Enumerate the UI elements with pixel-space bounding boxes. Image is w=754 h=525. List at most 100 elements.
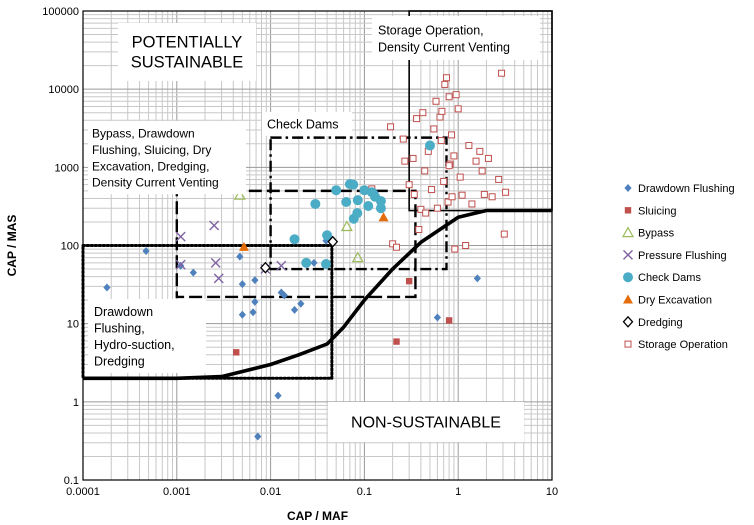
marker-x-stroke <box>623 249 633 260</box>
data-point <box>465 142 473 150</box>
data-point <box>500 230 508 238</box>
data-point <box>238 241 249 251</box>
annotation-drawdown: Drawdown Flushing, Hydro-suction, Dredging <box>88 299 206 373</box>
legend-item: Check Dams <box>623 272 701 284</box>
data-point <box>472 157 480 165</box>
data-point <box>340 220 353 232</box>
y-tick-label: 10 <box>67 319 79 331</box>
region-annotations: POTENTIALLY SUSTAINABLE Storage Operation,… <box>88 16 540 442</box>
data-point <box>175 259 186 270</box>
data-point <box>142 247 150 256</box>
legend-label: Pressure Flushing <box>638 250 727 262</box>
x-tick-label: 0.0001 <box>66 486 100 498</box>
data-point <box>351 251 364 263</box>
legend: Drawdown Flushing Sluicing Bypass Pressure … <box>621 183 735 351</box>
legend-marker <box>624 340 632 348</box>
annotation-text: Bypass, Drawdown <box>92 127 195 141</box>
data-point <box>458 191 466 199</box>
data-point <box>290 305 299 314</box>
data-point <box>280 291 288 300</box>
data-point <box>437 137 445 145</box>
legend-item: Pressure Flushing <box>623 249 727 262</box>
y-tick-label: 0.1 <box>64 475 79 487</box>
data-point <box>436 113 444 121</box>
data-point <box>276 260 287 271</box>
data-point <box>480 190 488 198</box>
marker-x-stroke <box>209 220 220 231</box>
legend-marker <box>624 207 632 214</box>
data-point <box>424 140 435 151</box>
annotation-text: Flushing, <box>94 321 145 335</box>
data-point <box>451 245 459 253</box>
data-point <box>433 313 441 322</box>
annotation-box <box>328 402 524 442</box>
data-point <box>440 177 448 185</box>
legend-label: Dry Excavation <box>638 295 712 307</box>
data-point <box>348 179 359 190</box>
data-point <box>445 162 453 170</box>
marker-x-stroke <box>175 259 186 270</box>
legend-label: Check Dams <box>638 272 701 284</box>
data-point <box>488 193 496 201</box>
data-point <box>401 157 409 165</box>
annotation-text: Hydro-suction, <box>94 338 175 352</box>
data-point <box>419 109 427 117</box>
data-point <box>448 131 456 139</box>
data-point <box>473 274 481 283</box>
series-storage-operation <box>368 69 510 253</box>
legend-marker <box>624 184 632 192</box>
data-point <box>399 135 407 143</box>
data-point <box>433 204 441 212</box>
data-point <box>375 196 386 207</box>
data-point <box>233 188 246 200</box>
legend-label: Bypass <box>638 228 675 240</box>
marker-x-stroke <box>175 231 186 242</box>
data-point <box>428 186 436 194</box>
data-point <box>456 173 464 181</box>
data-point <box>393 338 400 345</box>
x-tick-label: 10 <box>546 486 558 498</box>
data-point <box>476 147 484 155</box>
annotation-storage: Storage Operation, Density Current Ventin… <box>372 16 540 60</box>
data-point <box>484 154 492 162</box>
y-axis-title: CAP / MAS <box>5 215 19 277</box>
legend-item: Sluicing <box>624 205 677 217</box>
data-point <box>277 288 285 297</box>
plot-frame <box>82 10 553 481</box>
series-dredging <box>260 235 339 274</box>
data-point <box>249 308 257 317</box>
data-point <box>189 268 197 277</box>
data-point <box>177 261 185 270</box>
marker-x-stroke <box>213 273 224 284</box>
data-point <box>175 231 186 242</box>
annotation-text: NON-SUSTAINABLE <box>351 415 501 432</box>
data-point <box>341 197 352 208</box>
data-point <box>432 97 440 105</box>
data-point <box>331 185 342 196</box>
data-point <box>363 201 374 212</box>
data-point <box>213 273 224 284</box>
legend-marker <box>623 272 633 283</box>
series-bypass <box>233 188 364 263</box>
legend-item: Dry Excavation <box>623 294 712 307</box>
legend-marker <box>622 315 634 328</box>
annotation-text: Check Dams <box>267 117 339 131</box>
series-check-dams <box>289 140 435 269</box>
annotation-text: POTENTIALLY <box>132 34 243 52</box>
annotation-text: Density Current Venting <box>92 176 219 190</box>
annotation-text: Flushing, Sluicing, Dry <box>92 143 211 157</box>
data-point <box>103 283 111 292</box>
data-point <box>327 235 339 248</box>
data-point <box>289 234 300 245</box>
data-point <box>502 188 510 196</box>
legend-item: Bypass <box>621 226 675 240</box>
data-point <box>378 212 389 222</box>
legend-label: Dredging <box>638 317 683 329</box>
legend-item: Storage Operation <box>624 339 728 351</box>
data-point <box>417 205 425 213</box>
annotation-nonsustainable: NON-SUSTAINABLE <box>328 402 524 442</box>
y-tick-label: 100 <box>61 241 79 253</box>
data-point <box>452 91 460 99</box>
annotation-box <box>262 112 352 136</box>
annotation-checkdams: Check Dams <box>262 112 352 136</box>
